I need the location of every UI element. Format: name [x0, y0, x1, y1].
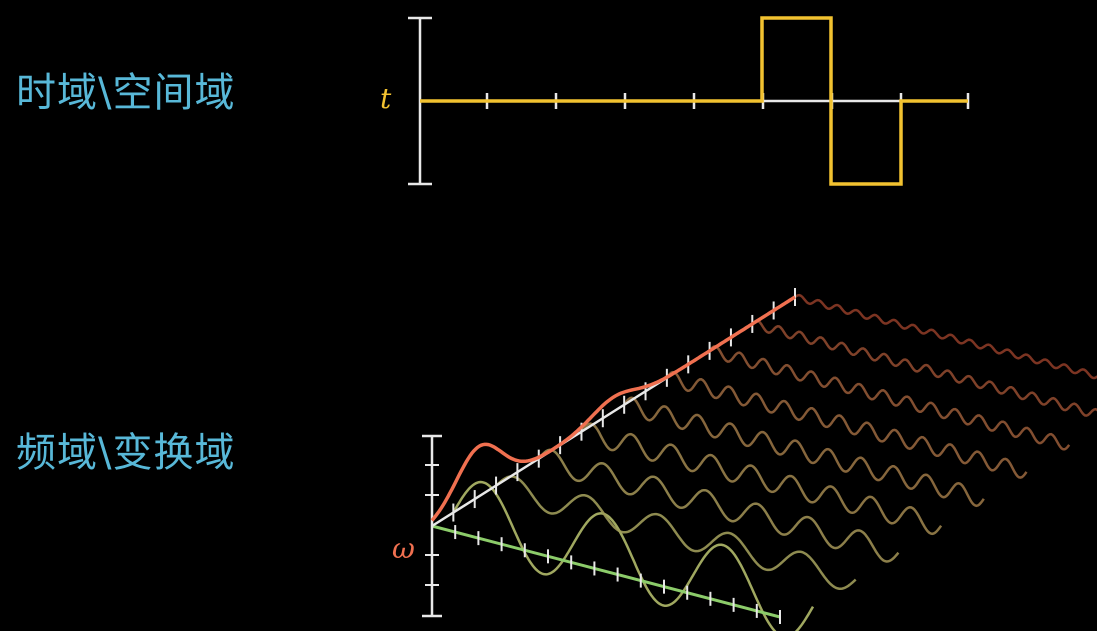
frequency-component-wave: [708, 345, 1071, 451]
time-axis-symbol: t: [380, 82, 392, 115]
time-domain-label: 时域\空间域: [16, 70, 236, 116]
frequency-time-axis: [431, 524, 781, 619]
square-wave-signal: [420, 16, 968, 186]
frequency-component-wave: [452, 480, 815, 631]
frequency-component-wave: [623, 396, 985, 508]
frequency-axes: [422, 288, 796, 624]
time-domain-plot: t: [380, 16, 970, 186]
frequency-component-wave: [495, 475, 857, 590]
frequency-component-wave: [580, 422, 943, 536]
frequency-sum-curve: [430, 295, 796, 522]
frequency-component-wave: [665, 370, 1028, 479]
frequency-domain-plot: ω: [392, 288, 1097, 631]
frequency-component-wave: [794, 293, 1097, 380]
frequency-components: [452, 293, 1097, 631]
frequency-component-wave: [751, 319, 1097, 417]
frequency-domain-label: 频域\变换域: [16, 430, 236, 476]
frequency-component-wave: [537, 448, 900, 563]
frequency-axis-symbol: ω: [392, 532, 415, 565]
